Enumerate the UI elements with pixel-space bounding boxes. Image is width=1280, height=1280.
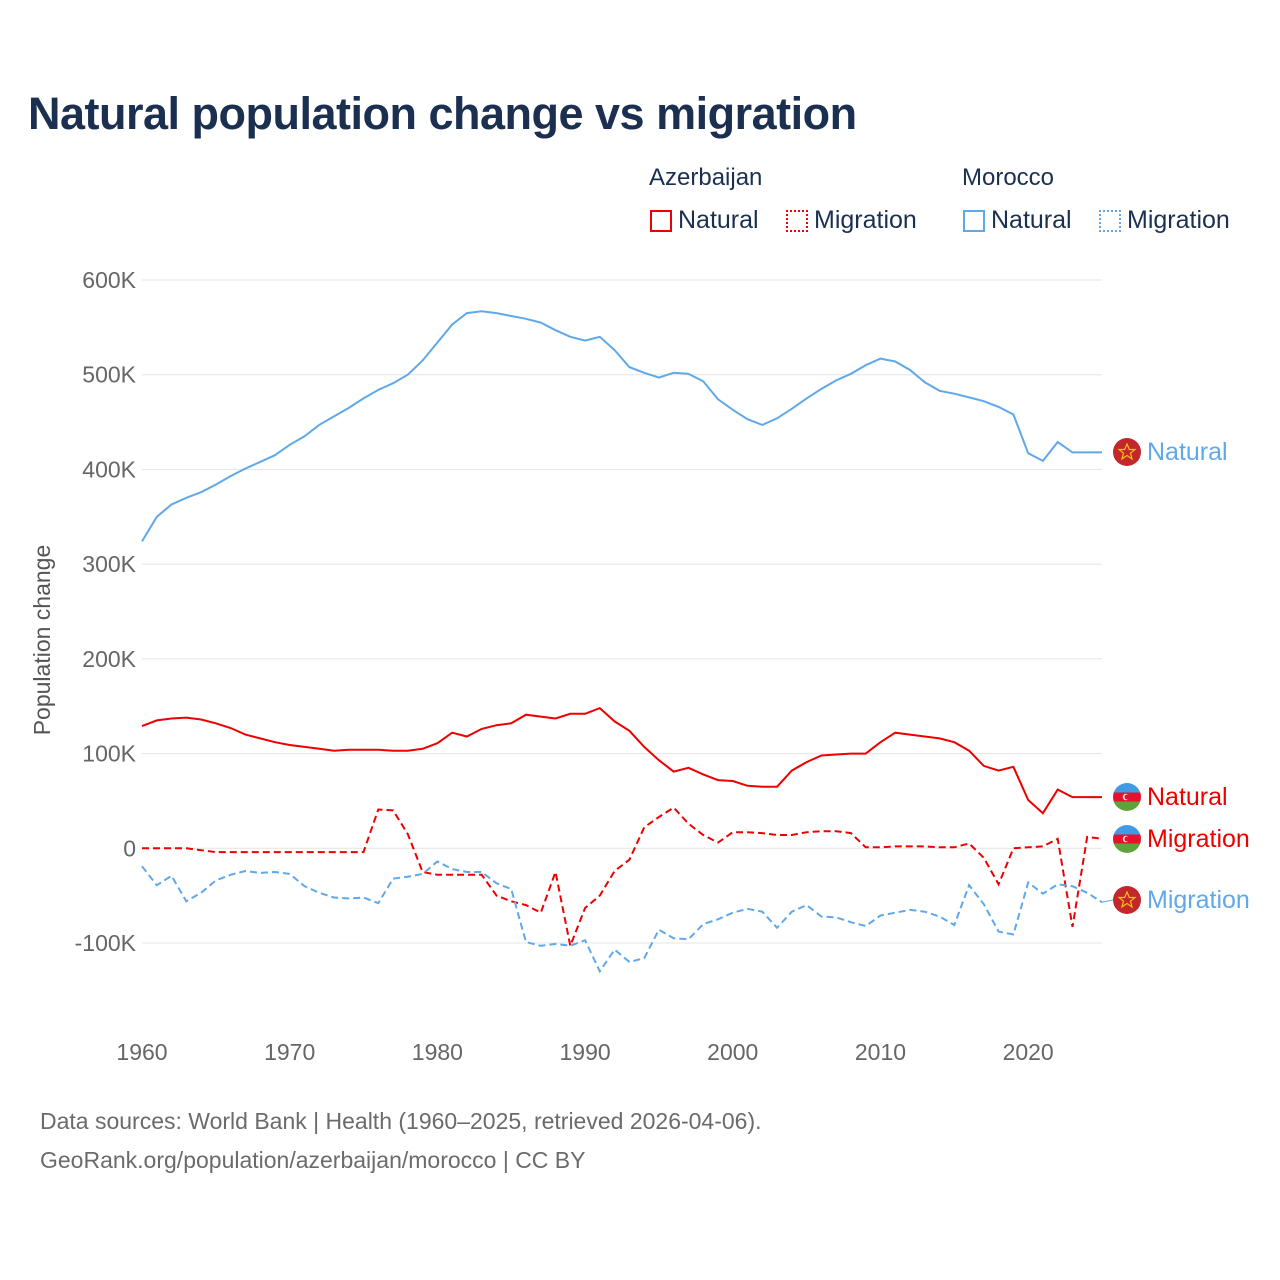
x-tick-label: 2020 [1003,1039,1054,1065]
flag-background [1113,438,1141,466]
y-tick-label: 400K [82,456,136,482]
legend-group-azerbaijan: Azerbaijan [649,164,763,191]
morocco-flag-icon [1113,886,1141,914]
legend-group-morocco: Morocco [962,164,1055,191]
y-tick-label: 500K [82,362,136,388]
x-tick-label: 2010 [855,1039,906,1065]
series-line-azerbaijan-natural [141,706,1102,815]
source-line: Data sources: World Bank | Health (1960–… [40,1108,762,1134]
attribution-line: GeoRank.org/population/azerbaijan/morocc… [40,1147,586,1173]
morocco-flag-icon [1113,438,1141,466]
flag-star [1117,442,1137,461]
series-end-label: Migration [1147,825,1250,853]
legend-swatch-solid-icon [650,209,672,232]
legend-label: Migration [1127,206,1230,234]
azerbaijan-flag-icon [1113,825,1141,853]
legend-morocco-natural[interactable]: Natural [963,206,1072,235]
x-tick-label: 1960 [116,1039,167,1065]
y-tick-label: 0 [123,835,136,861]
y-tick-label: 300K [82,551,136,577]
legend-azerbaijan-natural[interactable]: Natural [650,206,759,235]
series-end-label: Natural [1147,438,1228,466]
y-tick-label: 200K [82,646,136,672]
flag-stripe-green [1113,801,1141,811]
flag-crescent-cut [1124,836,1130,842]
x-tick-label: 1990 [559,1039,610,1065]
flag-crescent-cut [1124,794,1130,800]
legend-swatch-dotted-icon [1099,209,1121,232]
flag-stripe-blue [1113,783,1141,793]
flag-background [1113,886,1141,914]
azerbaijan-flag-icon [1113,783,1141,811]
y-tick-label: -100K [75,930,137,956]
series-end-label: Natural [1147,783,1228,811]
legend-swatch-dotted-icon [786,209,808,232]
x-tick-label: 1980 [412,1039,463,1065]
legend-label: Natural [678,206,759,234]
x-tick-label: 1970 [264,1039,315,1065]
legend-label: Natural [991,206,1072,234]
flag-stripe-blue [1113,825,1141,835]
flag-star [1117,890,1137,909]
y-tick-label: 600K [82,267,136,293]
y-tick-label: 100K [82,741,136,767]
legend-morocco-migration[interactable]: Migration [1099,206,1230,235]
legend-azerbaijan-migration[interactable]: Migration [786,206,917,235]
legend-label: Migration [814,206,917,234]
series-end-label: Migration [1147,886,1250,914]
flag-stripe-green [1113,843,1141,853]
x-tick-label: 2000 [707,1039,758,1065]
label-connector [1101,899,1114,903]
chart-title: Natural population change vs migration [28,88,857,139]
y-axis-label: Population change [29,545,55,736]
series-line-azerbaijan-migration [142,806,1103,950]
series-line-morocco-migration [141,860,1103,974]
legend-swatch-solid-icon [963,209,985,232]
series-line-morocco-natural [141,310,1102,542]
